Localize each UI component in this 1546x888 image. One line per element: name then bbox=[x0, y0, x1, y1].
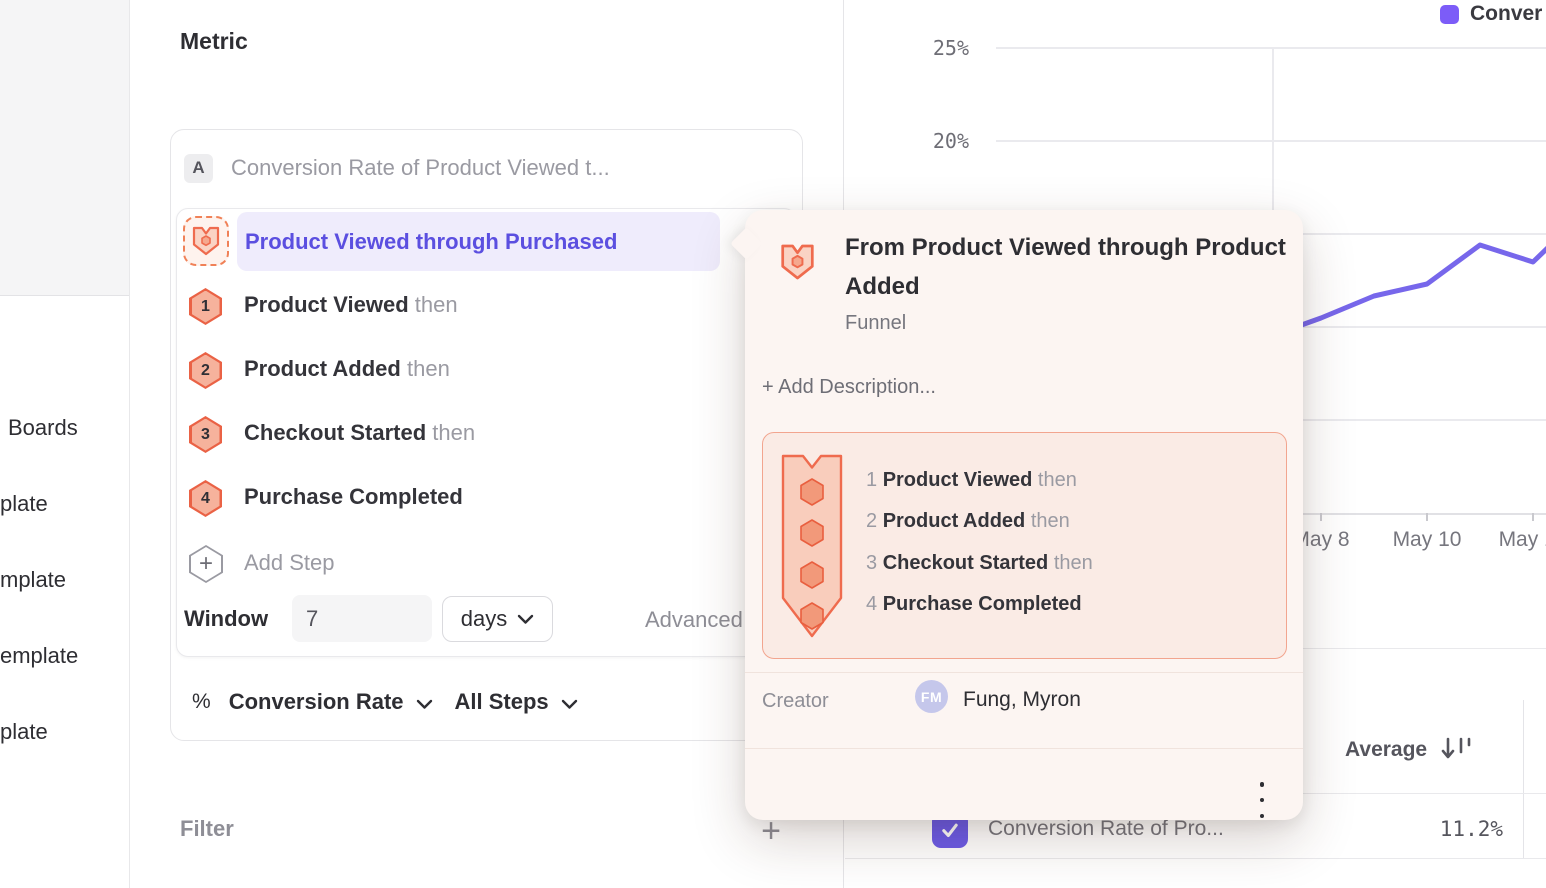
sidebar-item-template-4[interactable]: plate bbox=[0, 719, 48, 744]
window-value-input[interactable]: 7 bbox=[292, 595, 432, 642]
average-header-label: Average bbox=[1345, 738, 1428, 761]
x-axis-label-may10: May 10 bbox=[1392, 528, 1462, 551]
metric-section-heading: Metric bbox=[180, 28, 248, 54]
step-4-name: Purchase Completed bbox=[244, 484, 463, 509]
x-tick-may10 bbox=[1426, 513, 1428, 521]
popover-divider bbox=[745, 748, 1303, 749]
series-title: Conversion Rate of Product Viewed t... bbox=[231, 155, 610, 180]
sidebar-item-template-3[interactable]: emplate bbox=[0, 643, 79, 668]
average-column-header[interactable]: Average bbox=[1345, 737, 1475, 763]
popover-divider bbox=[745, 672, 1303, 673]
x-tick-may12 bbox=[1532, 513, 1534, 521]
step-3-row[interactable]: Checkout Started then bbox=[244, 420, 475, 446]
popover-step-4: 4 Purchase Completed bbox=[866, 593, 1082, 615]
popover-type-label: Funnel bbox=[845, 312, 907, 334]
chevron-down-icon[interactable] bbox=[416, 699, 433, 710]
measure-type-dropdown[interactable]: Conversion Rate bbox=[228, 689, 404, 714]
step-1-name: Product Viewed bbox=[244, 292, 409, 317]
popover-step-1: 1 Product Viewed then bbox=[866, 469, 1077, 491]
funnel-icon bbox=[192, 226, 220, 256]
creator-avatar: FM bbox=[915, 680, 948, 713]
sidebar-item-template-2[interactable]: mplate bbox=[0, 567, 67, 592]
add-description-button[interactable]: + Add Description... bbox=[762, 376, 936, 398]
step-1-number: 1 bbox=[191, 290, 220, 323]
creator-name: Fung, Myron bbox=[963, 688, 1081, 711]
window-unit-value: days bbox=[460, 606, 508, 631]
funnel-details-popover: From Product Viewed through Product Adde… bbox=[730, 210, 1303, 820]
step-4-number: 4 bbox=[191, 482, 220, 515]
sidebar-item-boards[interactable]: Boards bbox=[8, 415, 78, 440]
creator-label: Creator bbox=[762, 690, 829, 712]
step-1-hexagon-icon[interactable]: 1 bbox=[189, 288, 222, 325]
chevron-down-icon bbox=[518, 614, 534, 624]
sidebar-item-template-1[interactable]: plate bbox=[0, 491, 48, 516]
funnel-drag-icon[interactable] bbox=[183, 216, 229, 266]
selected-funnel-event-label: Product Viewed through Purchased bbox=[245, 228, 618, 254]
window-unit-select[interactable]: days bbox=[442, 596, 553, 642]
measured-as-row: % Conversion Rate All Steps bbox=[192, 682, 578, 722]
left-navigation-sidebar: Boards plate mplate emplate plate bbox=[0, 0, 130, 888]
table-row-divider bbox=[845, 858, 1546, 859]
window-label: Window bbox=[184, 606, 269, 631]
chevron-down-icon[interactable] bbox=[561, 699, 578, 710]
metric-series-row[interactable]: A Conversion Rate of Product Viewed t... bbox=[184, 152, 610, 184]
funnel-steps-summary-box: 1 Product Viewed then 2 Product Added th… bbox=[762, 432, 1287, 659]
legend-swatch-icon bbox=[1440, 4, 1459, 24]
series-badge: A bbox=[184, 153, 213, 183]
add-filter-button[interactable]: + bbox=[761, 811, 781, 850]
x-axis-label-may12: May 12 bbox=[1498, 528, 1546, 551]
series-row-label[interactable]: Conversion Rate of Pro... bbox=[988, 817, 1224, 840]
step-2-name: Product Added bbox=[244, 356, 401, 381]
popover-step-2: 2 Product Added then bbox=[866, 510, 1070, 532]
steps-scope-dropdown[interactable]: All Steps bbox=[454, 689, 549, 714]
step-2-suffix: then bbox=[406, 356, 450, 381]
popover-title: From Product Viewed through Product Adde… bbox=[845, 234, 1286, 300]
add-step-button[interactable]: Add Step bbox=[244, 550, 335, 575]
funnel-definition-card bbox=[176, 208, 796, 657]
x-axis-label-may8: May 8 bbox=[1292, 528, 1350, 551]
step-2-row[interactable]: Product Added then bbox=[244, 356, 450, 382]
step-2-hexagon-icon[interactable]: 2 bbox=[189, 352, 222, 389]
gridline-25pct bbox=[996, 47, 1546, 49]
step-4-row[interactable]: Purchase Completed bbox=[244, 484, 463, 510]
step-1-suffix: then bbox=[414, 292, 458, 317]
chart-legend[interactable]: Conver bbox=[1440, 2, 1542, 26]
filter-section-heading: Filter bbox=[180, 816, 234, 841]
sort-descending-icon[interactable] bbox=[1441, 737, 1475, 763]
x-tick-may8 bbox=[1320, 513, 1322, 521]
gridline-20pct bbox=[996, 140, 1546, 142]
check-icon bbox=[942, 823, 958, 838]
percent-icon: % bbox=[192, 690, 211, 713]
table-column-divider bbox=[1523, 700, 1524, 858]
step-3-suffix: then bbox=[432, 420, 476, 445]
popover-step-3: 3 Checkout Started then bbox=[866, 552, 1093, 574]
funnel-icon bbox=[779, 242, 816, 287]
series-average-value: 11.2% bbox=[1439, 817, 1503, 841]
step-3-name: Checkout Started bbox=[244, 420, 427, 445]
selected-funnel-event[interactable]: Product Viewed through Purchased bbox=[237, 212, 720, 271]
funnel-banner-icon bbox=[781, 454, 843, 638]
legend-series-label: Conver bbox=[1470, 2, 1543, 25]
y-axis-tick-20: 20% bbox=[932, 129, 969, 153]
advanced-link[interactable]: Advanced bbox=[645, 607, 743, 632]
more-options-kebab-icon[interactable] bbox=[1250, 780, 1274, 820]
y-axis-tick-25: 25% bbox=[932, 36, 969, 60]
step-3-number: 3 bbox=[191, 418, 220, 451]
step-1-row[interactable]: Product Viewed then bbox=[244, 292, 458, 318]
step-2-number: 2 bbox=[191, 354, 220, 387]
sidebar-top-section bbox=[0, 0, 129, 296]
